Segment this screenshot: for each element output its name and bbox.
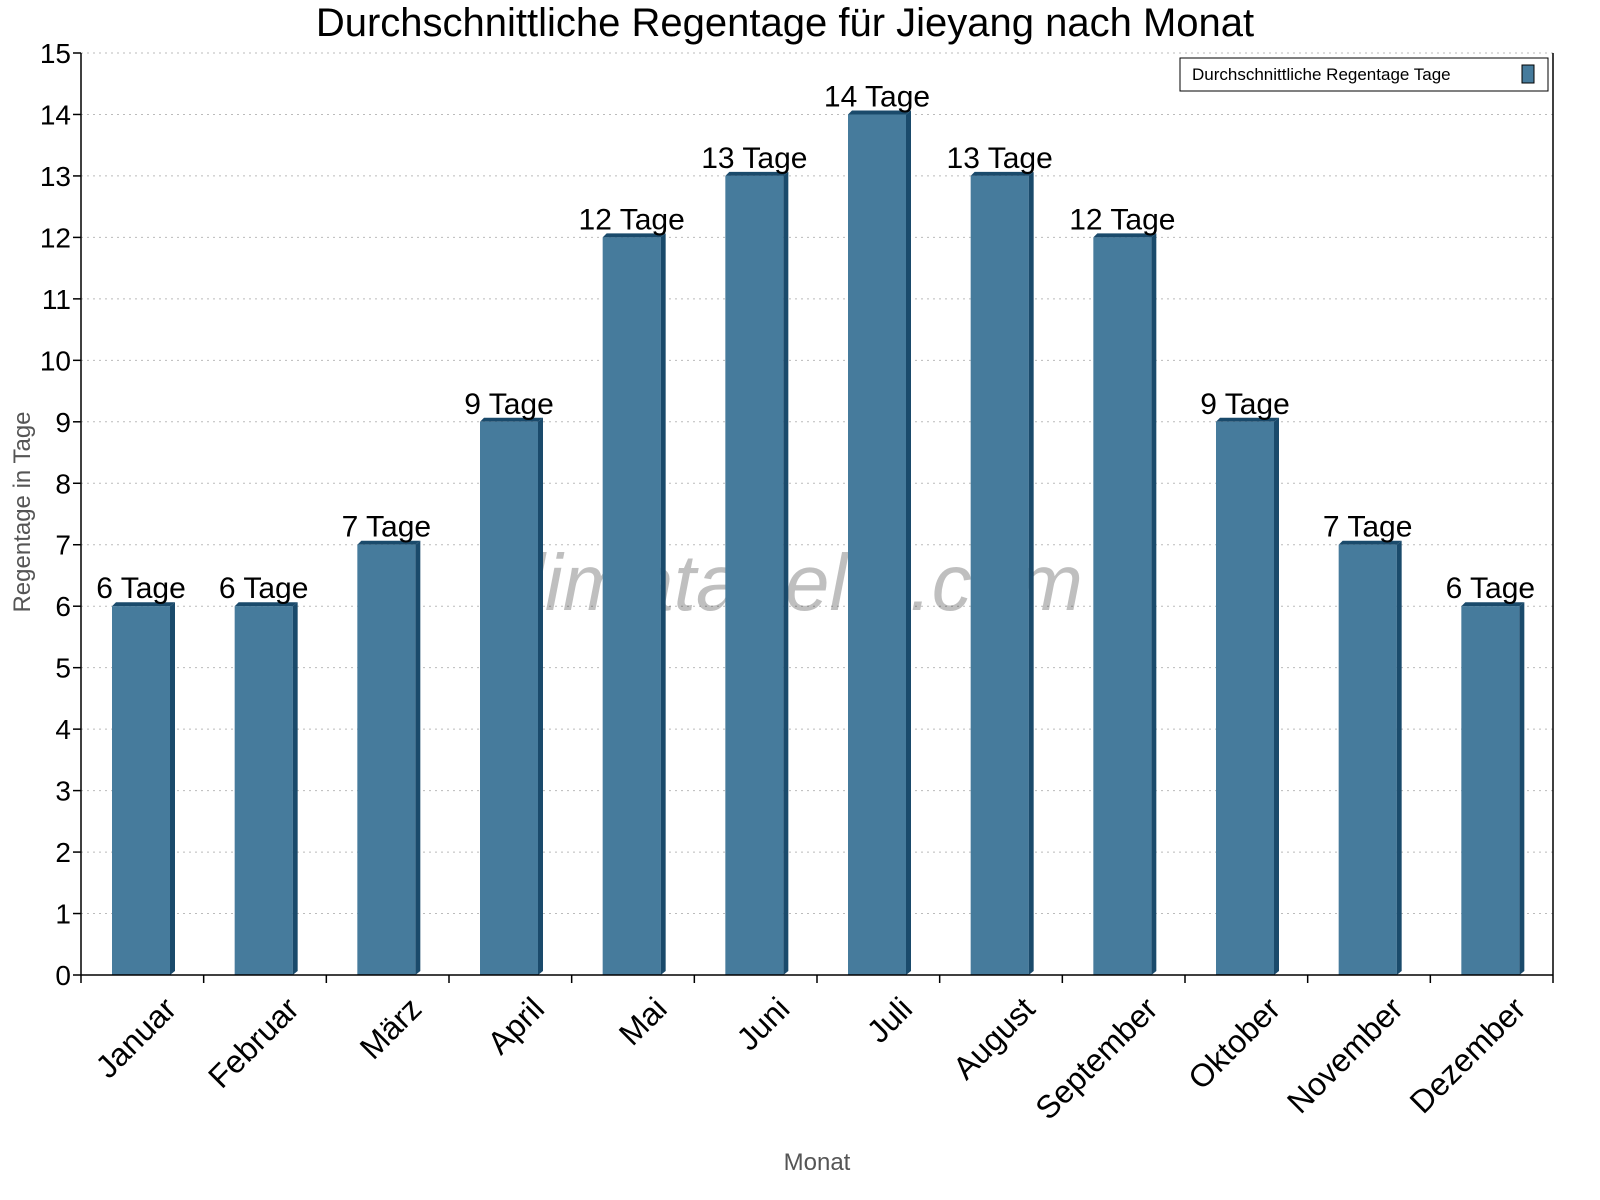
bar — [848, 114, 906, 975]
bar-top — [1338, 540, 1402, 545]
x-tick-label: November — [1280, 990, 1410, 1120]
bar — [1093, 237, 1152, 975]
y-tick-label: 6 — [55, 591, 71, 622]
bar-side — [415, 540, 421, 975]
bar-group: 7 Tage — [1323, 511, 1413, 975]
bar — [1338, 544, 1397, 975]
grid — [81, 52, 1553, 915]
y-tick-label: 7 — [55, 530, 71, 561]
legend-label: Durchschnittliche Regentage Tage — [1192, 65, 1451, 84]
data-label: 7 Tage — [1323, 511, 1413, 544]
x-tick-label: Juni — [729, 990, 796, 1057]
bar-side — [1274, 417, 1279, 975]
bar — [602, 237, 661, 975]
bar-group: 6 Tage — [96, 572, 186, 975]
bar-top — [480, 417, 543, 422]
bar-group: 12 Tage — [579, 203, 685, 975]
x-tick-label: April — [480, 990, 551, 1061]
legend-swatch — [1521, 64, 1535, 84]
bar — [112, 606, 170, 975]
bar-top — [234, 602, 298, 607]
y-tick-label: 9 — [55, 407, 71, 438]
x-tick-label: Juli — [860, 990, 919, 1049]
data-label: 13 Tage — [701, 142, 807, 175]
bar-group: 9 Tage — [1200, 388, 1290, 975]
bar-top — [1461, 602, 1525, 607]
x-axis-label: Monat — [784, 1149, 851, 1176]
y-tick-label: 5 — [55, 653, 71, 684]
x-tick-label: Januar — [88, 990, 183, 1085]
bar-side — [783, 171, 789, 975]
data-label: 9 Tage — [1200, 388, 1290, 421]
bar-side — [1151, 233, 1157, 975]
x-tick-label: März — [353, 990, 429, 1066]
bars: 6 Tage 6 Tage 7 Tage 9 Tage 12 Tage 13 Tage 14… — [96, 80, 1535, 975]
x-tick-label: August — [946, 990, 1042, 1086]
x-tick-label: Mai — [612, 990, 674, 1052]
bar — [480, 421, 538, 975]
bar-top — [848, 110, 911, 115]
bar — [1461, 606, 1520, 975]
y-tick-label: 15 — [40, 38, 71, 69]
x-tick-label: Oktober — [1181, 990, 1287, 1096]
y-tick-label: 11 — [42, 284, 71, 315]
bar-side — [1519, 602, 1525, 975]
bar-top — [1093, 233, 1157, 238]
bar-side — [660, 233, 666, 975]
data-label: 7 Tage — [342, 511, 432, 544]
bar — [725, 175, 784, 975]
bar-group: 12 Tage — [1069, 203, 1175, 975]
y-axis-label: Regentage in Tage — [9, 411, 36, 612]
bar-group: 14 Tage — [824, 80, 930, 975]
bar — [1216, 421, 1274, 975]
data-label: 9 Tage — [464, 388, 554, 421]
y-tick-label: 0 — [55, 960, 71, 991]
bar-group: 6 Tage — [219, 572, 309, 975]
x-tick-label: Dezember — [1403, 990, 1533, 1120]
bar-side — [1028, 171, 1034, 975]
bar-side — [292, 602, 298, 975]
data-label: 6 Tage — [219, 572, 309, 605]
data-label: 14 Tage — [824, 80, 930, 113]
bar-side — [1396, 540, 1402, 975]
chart-title: Durchschnittliche Regentage für Jieyang … — [316, 1, 1254, 45]
legend-box — [1179, 57, 1549, 92]
bar-side — [170, 602, 175, 975]
data-label: 12 Tage — [1069, 203, 1175, 236]
bar-top — [725, 171, 789, 176]
y-tick-label: 13 — [40, 161, 71, 192]
bar — [234, 606, 293, 975]
bar — [357, 544, 416, 975]
y-tick-label: 8 — [55, 468, 71, 499]
bar-top — [970, 171, 1034, 176]
y-tick-label: 10 — [40, 345, 71, 376]
y-tick-label: 3 — [55, 776, 71, 807]
y-tick-label: 1 — [55, 899, 71, 930]
y-tick-label: 12 — [40, 222, 71, 253]
bar-side — [906, 110, 911, 975]
bar-group: 13 Tage — [701, 142, 807, 975]
bar-top — [112, 602, 175, 607]
y-tick-label: 2 — [55, 837, 71, 868]
y-tick-label: 14 — [40, 99, 71, 130]
x-tick-label: Februar — [201, 990, 306, 1095]
bar — [970, 175, 1029, 975]
bar-top — [357, 540, 421, 545]
bar-group: 6 Tage — [1446, 572, 1536, 975]
bar-side — [538, 417, 543, 975]
x-tick-label: September — [1028, 990, 1164, 1126]
bar-top — [602, 233, 666, 238]
data-label: 13 Tage — [947, 142, 1053, 175]
data-label: 6 Tage — [96, 572, 186, 605]
y-tick-label: 4 — [55, 714, 71, 745]
data-label: 6 Tage — [1446, 572, 1536, 605]
data-label: 12 Tage — [579, 203, 685, 236]
bar-group: 13 Tage — [947, 142, 1053, 975]
bar-group: 7 Tage — [342, 511, 432, 975]
legend: Durchschnittliche Regentage Tage — [1179, 57, 1549, 92]
bar-top — [1216, 417, 1279, 422]
bar-group: 9 Tage — [464, 388, 554, 975]
